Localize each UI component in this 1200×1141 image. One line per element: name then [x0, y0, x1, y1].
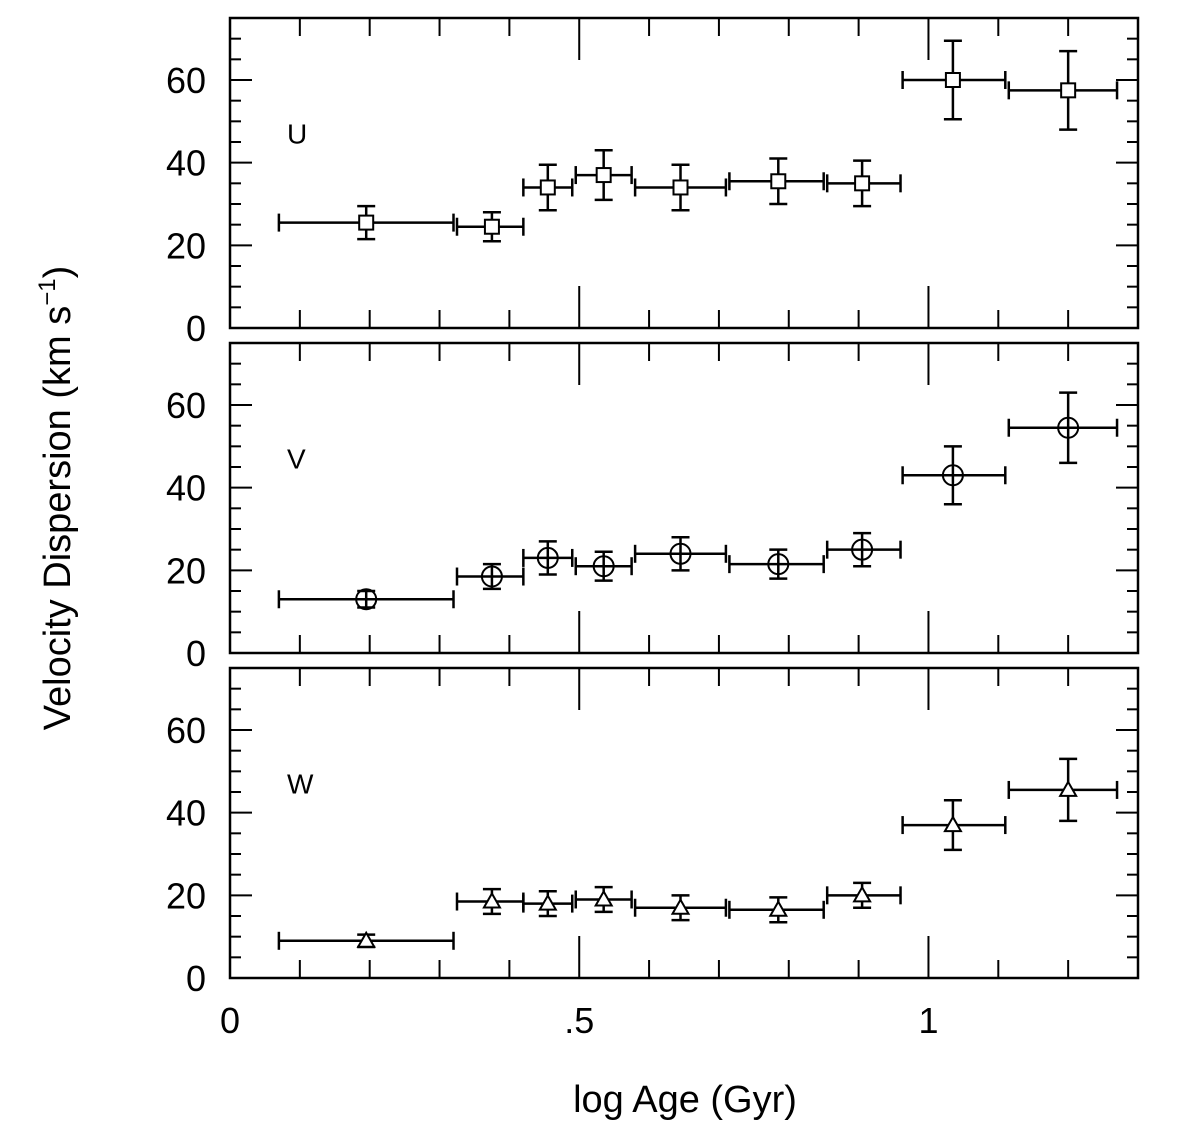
- panel-v: 0 20 40 60 V: [166, 341, 1140, 674]
- y-axis-title-text: Velocity Dispersion (km s: [37, 306, 79, 730]
- square-marker: [854, 175, 871, 192]
- data-point: [522, 163, 574, 212]
- data-point: [522, 540, 574, 576]
- circle-marker: [767, 553, 790, 576]
- data-point: [728, 548, 825, 580]
- panel-label: U: [287, 119, 307, 150]
- data-point: [277, 930, 455, 950]
- data-point: [728, 157, 825, 206]
- data-point: [574, 149, 633, 202]
- data-point: [1007, 757, 1119, 823]
- data-point: [522, 889, 574, 918]
- circle-marker: [536, 546, 559, 569]
- data-point: [455, 211, 525, 243]
- triangle-marker: [482, 891, 502, 909]
- y-tick-label: 0: [186, 633, 206, 674]
- y-axis-title: Velocity Dispersion (km s−1): [34, 266, 79, 731]
- y-tick-label: 20: [166, 875, 206, 916]
- circle-marker: [592, 555, 615, 578]
- square-marker: [672, 179, 689, 196]
- data-point: [633, 536, 728, 572]
- data-point: [901, 799, 1007, 852]
- circle-marker: [1057, 416, 1080, 439]
- y-tick-label: 20: [166, 225, 206, 266]
- data-point: [728, 896, 825, 924]
- data-point: [901, 445, 1007, 506]
- data-point: [574, 550, 633, 582]
- circle-marker: [355, 588, 378, 611]
- panel-frame: [228, 666, 1140, 980]
- data-point: [825, 159, 902, 208]
- square-marker: [595, 167, 612, 184]
- panel-label: V: [287, 444, 306, 475]
- data-point: [825, 881, 902, 909]
- triangle-marker: [943, 815, 963, 833]
- x-tick-label: .5: [564, 1000, 594, 1041]
- panel-label: W: [287, 769, 314, 800]
- triangle-marker: [768, 899, 789, 917]
- data-point: [1007, 391, 1119, 465]
- y-axis-title-superscript: −1: [34, 278, 61, 305]
- y-tick-label: 40: [166, 468, 206, 509]
- triangle-marker: [1058, 779, 1078, 797]
- square-marker: [539, 179, 556, 196]
- triangle-marker: [852, 885, 872, 903]
- y-tick-label: 60: [166, 60, 206, 101]
- data-point: [277, 204, 455, 241]
- y-tick-label: 60: [166, 710, 206, 751]
- panel-u: 0 20 40 60 U: [166, 16, 1140, 349]
- data-point: [1007, 49, 1119, 131]
- square-marker: [770, 173, 787, 190]
- data-point: [455, 562, 525, 591]
- data-point: [633, 163, 728, 212]
- panel-w: 0 20 40 60 W: [166, 666, 1140, 999]
- y-axis-title-close: ): [37, 266, 79, 279]
- square-marker: [483, 218, 500, 235]
- triangle-marker: [538, 893, 558, 911]
- circle-marker: [941, 464, 964, 487]
- y-tick-label: 0: [186, 308, 206, 349]
- data-point: [455, 887, 525, 916]
- circle-marker: [851, 538, 874, 561]
- y-tick-label: 40: [166, 143, 206, 184]
- square-marker: [944, 72, 961, 88]
- y-tick-label: 20: [166, 550, 206, 591]
- square-marker: [1060, 82, 1077, 99]
- data-point: [574, 885, 633, 914]
- circle-marker: [669, 542, 692, 565]
- panel-frame: [228, 16, 1140, 330]
- data-point: [633, 894, 728, 922]
- x-axis-title: log Age (Gyr): [573, 1079, 797, 1121]
- data-point: [901, 39, 1007, 121]
- y-tick-label: 40: [166, 793, 206, 834]
- x-tick-label: 0: [220, 1000, 240, 1041]
- y-tick-label: 60: [166, 385, 206, 426]
- triangle-marker: [356, 930, 376, 948]
- triangle-marker: [670, 897, 691, 915]
- data-point: [277, 588, 455, 611]
- panel-frame: [228, 341, 1140, 655]
- x-tick-label: 1: [918, 1000, 938, 1041]
- circle-marker: [480, 565, 503, 588]
- data-point: [825, 531, 902, 568]
- triangle-marker: [593, 889, 614, 907]
- square-marker: [358, 214, 375, 231]
- y-tick-label: 0: [186, 958, 206, 999]
